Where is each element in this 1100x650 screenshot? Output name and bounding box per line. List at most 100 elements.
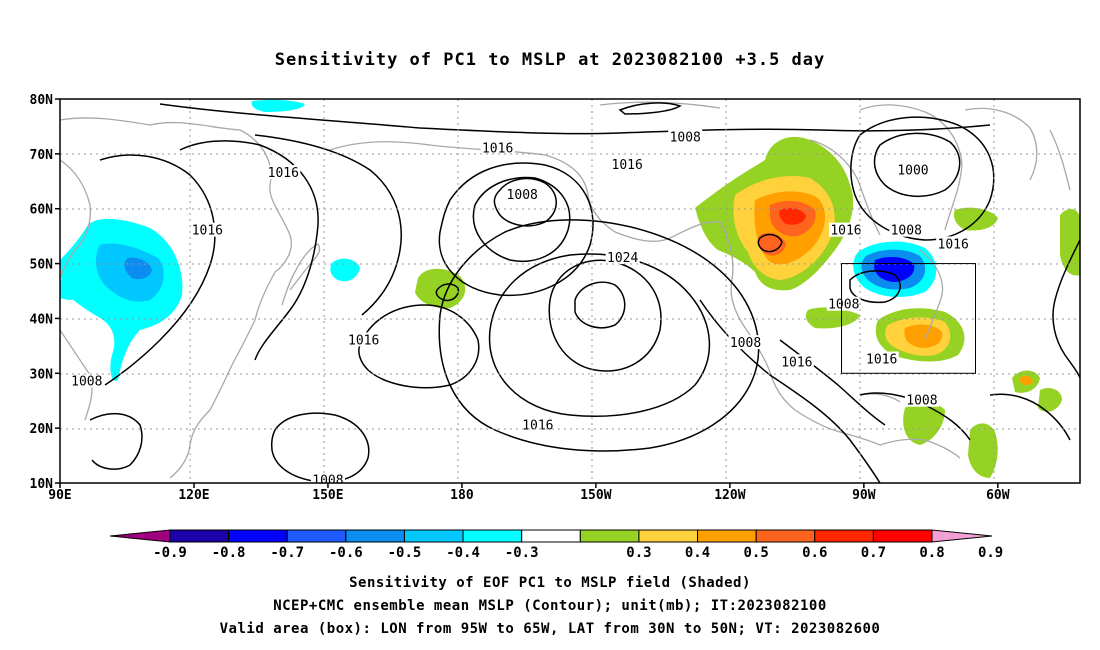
shade-positive-caribbean: [903, 401, 945, 445]
contour-label: 1016: [192, 224, 223, 239]
contour-label: 1000: [897, 163, 928, 178]
colorbar-segment: [345, 529, 405, 543]
colorbar-segment: [228, 529, 288, 543]
contour-label-bg: [480, 140, 515, 155]
lat-label: 80N: [30, 93, 54, 108]
graticule: [60, 99, 1080, 483]
colorbar-label: 0.5: [744, 545, 769, 561]
shade-negative-asia-center: [124, 257, 152, 280]
colorbar-label: 0.6: [802, 545, 827, 561]
colorbar-label: 0.4: [685, 545, 710, 561]
mslp-contours: [89, 102, 1080, 483]
colorbar-segment: [872, 529, 933, 543]
colorbar-segment: [169, 529, 230, 543]
shade-positive-atlantic-3: [1020, 375, 1033, 385]
contour-label: 1016: [612, 158, 643, 173]
colorbar-label: 0.3: [626, 545, 651, 561]
contour-label-bg: [936, 236, 971, 251]
lat-label: 70N: [30, 148, 54, 163]
contour-label-bg: [610, 156, 645, 171]
colorbar-label: -0.6: [329, 545, 363, 561]
contour-label: 1008: [71, 375, 102, 390]
contour-label: 1016: [482, 141, 513, 156]
shade-positive-atlantic-1: [1060, 208, 1080, 276]
contour-label: 1016: [348, 333, 379, 348]
contour-label: 1016: [938, 237, 969, 252]
contour-label: 1008: [507, 188, 538, 203]
contour-label-bg: [864, 351, 899, 366]
shade-positive-eastus-orange: [904, 324, 943, 348]
longitude-axis: 90E 120E 150E 180 150W 120W 90W 60W: [48, 483, 1010, 503]
contour-label: 1008: [312, 473, 343, 488]
colorbar-segment: [521, 529, 581, 543]
colorbar-segment: [403, 529, 464, 543]
contour-label: 1008: [828, 298, 859, 313]
colorbar-label: -0.7: [270, 545, 304, 561]
lat-label: 30N: [30, 367, 54, 382]
colorbar-segment: [286, 529, 347, 543]
contour-label-bg: [605, 250, 640, 265]
colorbar-segment: [755, 529, 816, 543]
contour-label: 1024: [607, 251, 638, 266]
contour-label: 1016: [866, 353, 897, 368]
contour-label-bg: [266, 165, 301, 180]
contour-label-bg: [889, 222, 924, 237]
shade-positive-greenland: [953, 207, 998, 231]
colorbar-segment: [638, 529, 699, 543]
colorbar-label: -0.8: [212, 545, 246, 561]
contour-label: 1016: [781, 355, 812, 370]
colorbar-label: -0.4: [446, 545, 480, 561]
contour-label: 1016: [268, 166, 299, 181]
caption-line-1: Sensitivity of EOF PC1 to MSLP field (Sh…: [349, 575, 751, 591]
contour-label: 1008: [891, 224, 922, 239]
colorbar-label: -0.9: [153, 545, 187, 561]
shade-positive-namerica-3: [805, 307, 860, 329]
caption-line-2: NCEP+CMC ensemble mean MSLP (Contour); u…: [273, 598, 827, 614]
contour-label-bg: [505, 187, 540, 201]
shade-negative-asia-small: [60, 279, 80, 300]
plot-title: Sensitivity of PC1 to MSLP at 2023082100…: [274, 50, 826, 70]
latitude-axis: 80N 70N 60N 50N 40N 30N 20N 10N: [30, 93, 60, 492]
shade-positive-atlantic-4: [968, 423, 998, 478]
contour-labels: 1016 1016 1016 1008 1008 1016 1024 1000 1016 1008…: [69, 129, 971, 488]
contour-label-bg: [779, 354, 814, 369]
contour-label-bg: [728, 335, 763, 350]
lon-label: 180: [450, 488, 474, 503]
lon-label: 60W: [986, 488, 1010, 503]
colorbar-label: -0.5: [388, 545, 422, 561]
lat-label: 10N: [30, 477, 54, 492]
colorbar-segment: [697, 529, 757, 543]
colorbar-segment: [814, 529, 874, 543]
contour-label-bg: [346, 332, 381, 347]
colorbar-label: 0.7: [861, 545, 886, 561]
contour-label-bg: [668, 129, 703, 144]
valid-area-box: [841, 263, 976, 374]
contour-label: 1016: [830, 224, 861, 239]
colorbar-label: 0.9: [978, 545, 1003, 561]
shade-negative-pacific-1: [251, 100, 305, 112]
contour-label: 1008: [670, 130, 701, 145]
contour-label-bg: [69, 373, 104, 388]
lat-label: 60N: [30, 203, 54, 218]
contour-label-bg: [895, 162, 930, 177]
lon-label: 90E: [48, 488, 71, 503]
colorbar-label: -0.3: [505, 545, 539, 561]
colorbar-low-extension: [109, 529, 171, 543]
lon-label: 150W: [580, 488, 611, 503]
lon-label: 120E: [178, 488, 209, 503]
contour-label: 1008: [730, 336, 761, 351]
lat-label: 20N: [30, 422, 54, 437]
contour-label: 1008: [906, 394, 937, 409]
colorbar-segment: [579, 529, 640, 543]
map-border: [59, 98, 1081, 484]
colorbar-segment: [462, 529, 523, 543]
shade-positive-atlantic-5: [1038, 388, 1062, 412]
contour-label-bg: [826, 296, 861, 311]
caption-line-3: Valid area (box): LON from 95W to 65W, L…: [219, 621, 881, 637]
lon-label: 90W: [852, 488, 876, 503]
contour-label-bg: [190, 222, 225, 237]
colorbar-high-extension: [931, 529, 993, 543]
contour-label-bg: [520, 417, 555, 432]
shade-positive-namerica-deep: [779, 208, 806, 225]
